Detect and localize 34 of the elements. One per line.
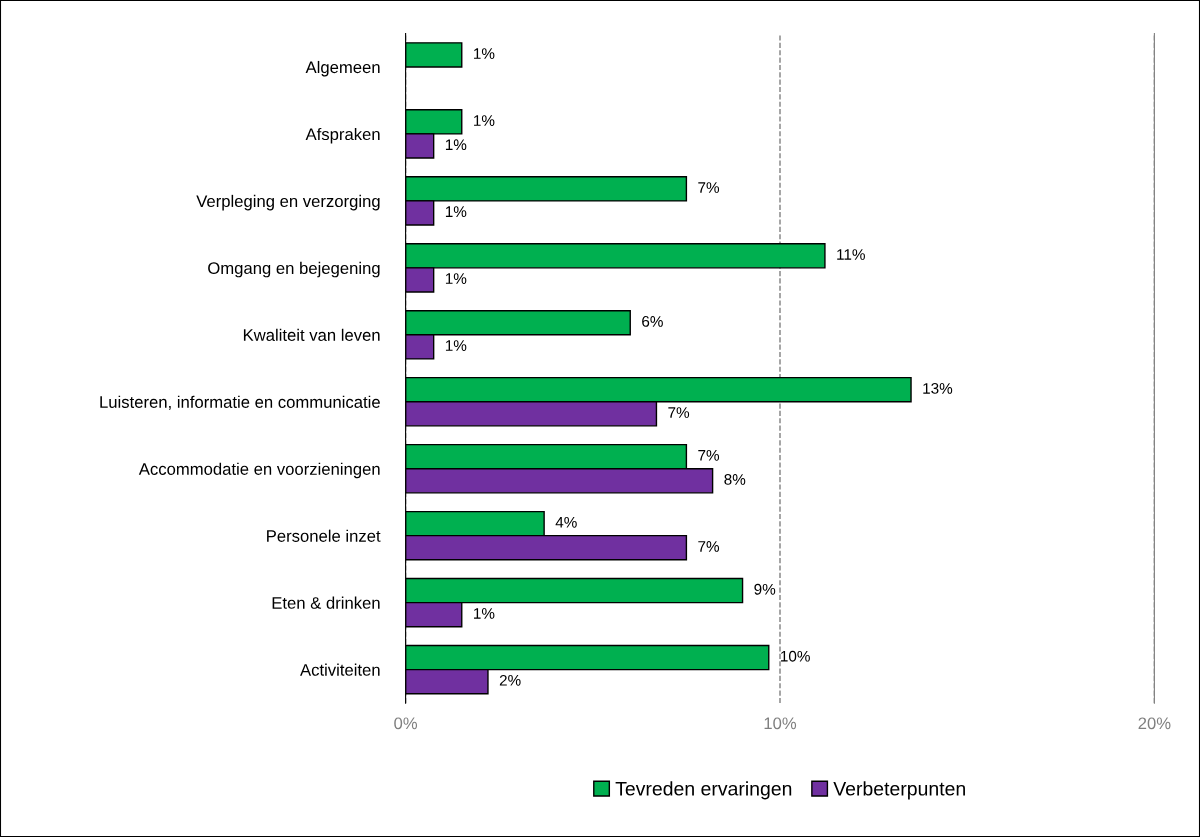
data-label: 11%: [837, 249, 865, 260]
data-label: 2%: [499, 674, 521, 686]
data-label: 9%: [754, 583, 776, 595]
data-label: 1%: [445, 340, 467, 351]
legend-label: Tevreden ervaringen: [615, 781, 792, 800]
data-label: 7%: [698, 182, 720, 193]
legend-label: Verbeterpunten: [833, 781, 965, 800]
data-label: 4%: [555, 516, 577, 528]
data-label: 1%: [445, 139, 467, 151]
y-tick-label: Activiteiten: [300, 663, 380, 676]
data-label: 1%: [445, 206, 467, 217]
data-label: 7%: [668, 407, 690, 418]
y-tick-label: Luisteren, informatie en communicatie: [100, 395, 380, 410]
data-label: 1%: [445, 273, 467, 284]
data-label: 8%: [724, 474, 746, 485]
data-label: 6%: [642, 316, 663, 327]
x-tick-label: 20%: [1138, 717, 1171, 730]
y-tick-label: Accommodatie en voorzieningen: [138, 462, 380, 479]
y-tick-label: Personele inzet: [267, 529, 381, 542]
y-tick-label: Omgang en bejegening: [208, 261, 380, 278]
data-label: 13%: [923, 382, 953, 394]
y-tick-label: Kwaliteit van leven: [243, 328, 380, 341]
x-tick-label: 10%: [764, 717, 797, 730]
y-tick-label: Algemeen: [305, 60, 380, 77]
data-label: 1%: [474, 608, 495, 619]
data-label: 7%: [698, 450, 720, 461]
y-tick-label: Verpleging en verzorging: [196, 194, 380, 211]
x-tick-label: 0%: [394, 717, 418, 730]
data-label: 10%: [781, 650, 810, 662]
data-label: 1%: [474, 115, 495, 126]
y-tick-label: Eten & drinken: [272, 596, 380, 609]
y-tick-label: Afspraken: [305, 127, 380, 144]
data-label: 1%: [474, 48, 495, 59]
data-label: 7%: [698, 541, 720, 552]
